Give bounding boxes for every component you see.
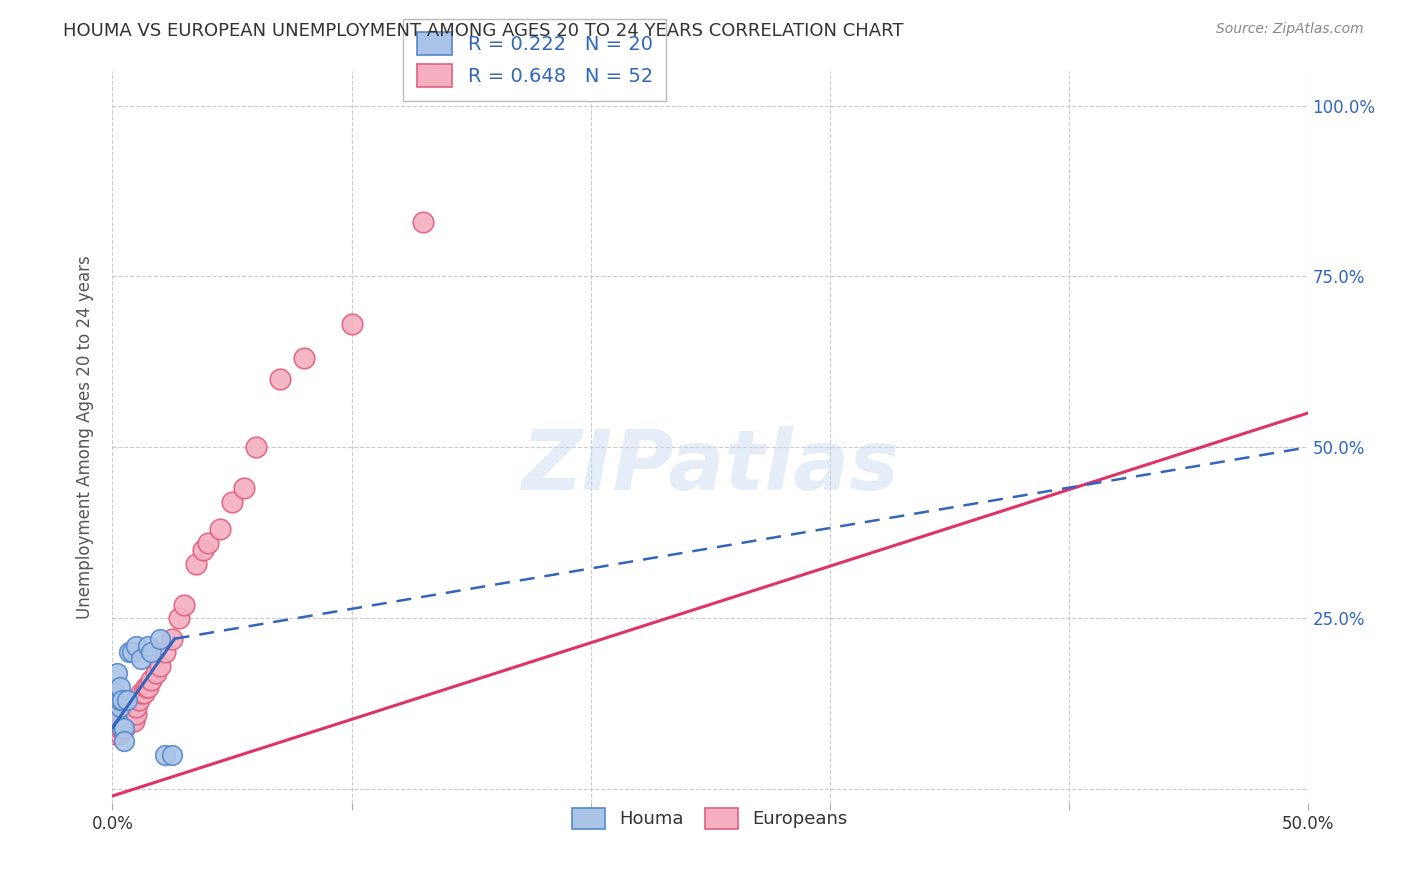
Point — [118, 714, 141, 728]
Point — [108, 721, 131, 735]
Point — [105, 706, 128, 721]
Point — [118, 645, 141, 659]
Point — [125, 700, 148, 714]
Point — [138, 680, 160, 694]
Point — [114, 714, 135, 728]
Point — [149, 659, 172, 673]
Point — [104, 721, 127, 735]
Point — [114, 734, 135, 748]
Point — [118, 700, 141, 714]
Point — [115, 706, 138, 721]
Y-axis label: Unemployment Among Ages 20 to 24 years: Unemployment Among Ages 20 to 24 years — [76, 255, 94, 619]
Point — [340, 318, 363, 332]
Point — [104, 714, 127, 728]
Point — [132, 686, 155, 700]
Point — [153, 645, 176, 659]
Point — [145, 665, 167, 680]
Point — [114, 721, 135, 735]
Point — [122, 714, 145, 728]
Point — [169, 611, 191, 625]
Point — [412, 215, 434, 229]
Point — [121, 645, 143, 659]
Point — [108, 700, 131, 714]
Point — [121, 714, 143, 728]
Point — [233, 481, 256, 495]
Text: Source: ZipAtlas.com: Source: ZipAtlas.com — [1216, 22, 1364, 37]
Point — [125, 706, 148, 721]
Point — [129, 652, 152, 666]
Point — [114, 721, 135, 735]
Point — [128, 693, 150, 707]
Point — [162, 632, 183, 646]
Point — [105, 714, 128, 728]
Point — [108, 680, 131, 694]
Point — [186, 557, 208, 571]
Point — [108, 714, 131, 728]
Point — [125, 639, 148, 653]
Point — [193, 542, 215, 557]
Point — [153, 747, 176, 762]
Point — [108, 693, 131, 707]
Point — [105, 714, 128, 728]
Point — [129, 686, 152, 700]
Point — [138, 639, 160, 653]
Point — [108, 714, 131, 728]
Point — [209, 522, 232, 536]
Point — [121, 714, 143, 728]
Point — [115, 693, 138, 707]
Point — [149, 632, 172, 646]
Point — [111, 721, 134, 735]
Point — [115, 714, 138, 728]
Point — [139, 673, 162, 687]
Point — [118, 706, 141, 721]
Point — [197, 536, 219, 550]
Point — [108, 714, 131, 728]
Point — [139, 645, 162, 659]
Point — [173, 598, 195, 612]
Point — [162, 747, 183, 762]
Legend: Houma, Europeans: Houma, Europeans — [564, 798, 856, 838]
Point — [104, 686, 127, 700]
Point — [135, 680, 157, 694]
Text: HOUMA VS EUROPEAN UNEMPLOYMENT AMONG AGES 20 TO 24 YEARS CORRELATION CHART: HOUMA VS EUROPEAN UNEMPLOYMENT AMONG AGE… — [63, 22, 904, 40]
Point — [104, 727, 127, 741]
Point — [114, 721, 135, 735]
Point — [111, 693, 134, 707]
Text: ZIPatlas: ZIPatlas — [522, 425, 898, 507]
Point — [105, 714, 128, 728]
Point — [111, 714, 134, 728]
Point — [111, 714, 134, 728]
Point — [269, 372, 291, 386]
Point — [105, 721, 128, 735]
Point — [221, 495, 243, 509]
Point — [245, 440, 267, 454]
Point — [108, 706, 131, 721]
Point — [108, 727, 131, 741]
Point — [111, 721, 134, 735]
Point — [105, 665, 128, 680]
Point — [292, 351, 315, 366]
